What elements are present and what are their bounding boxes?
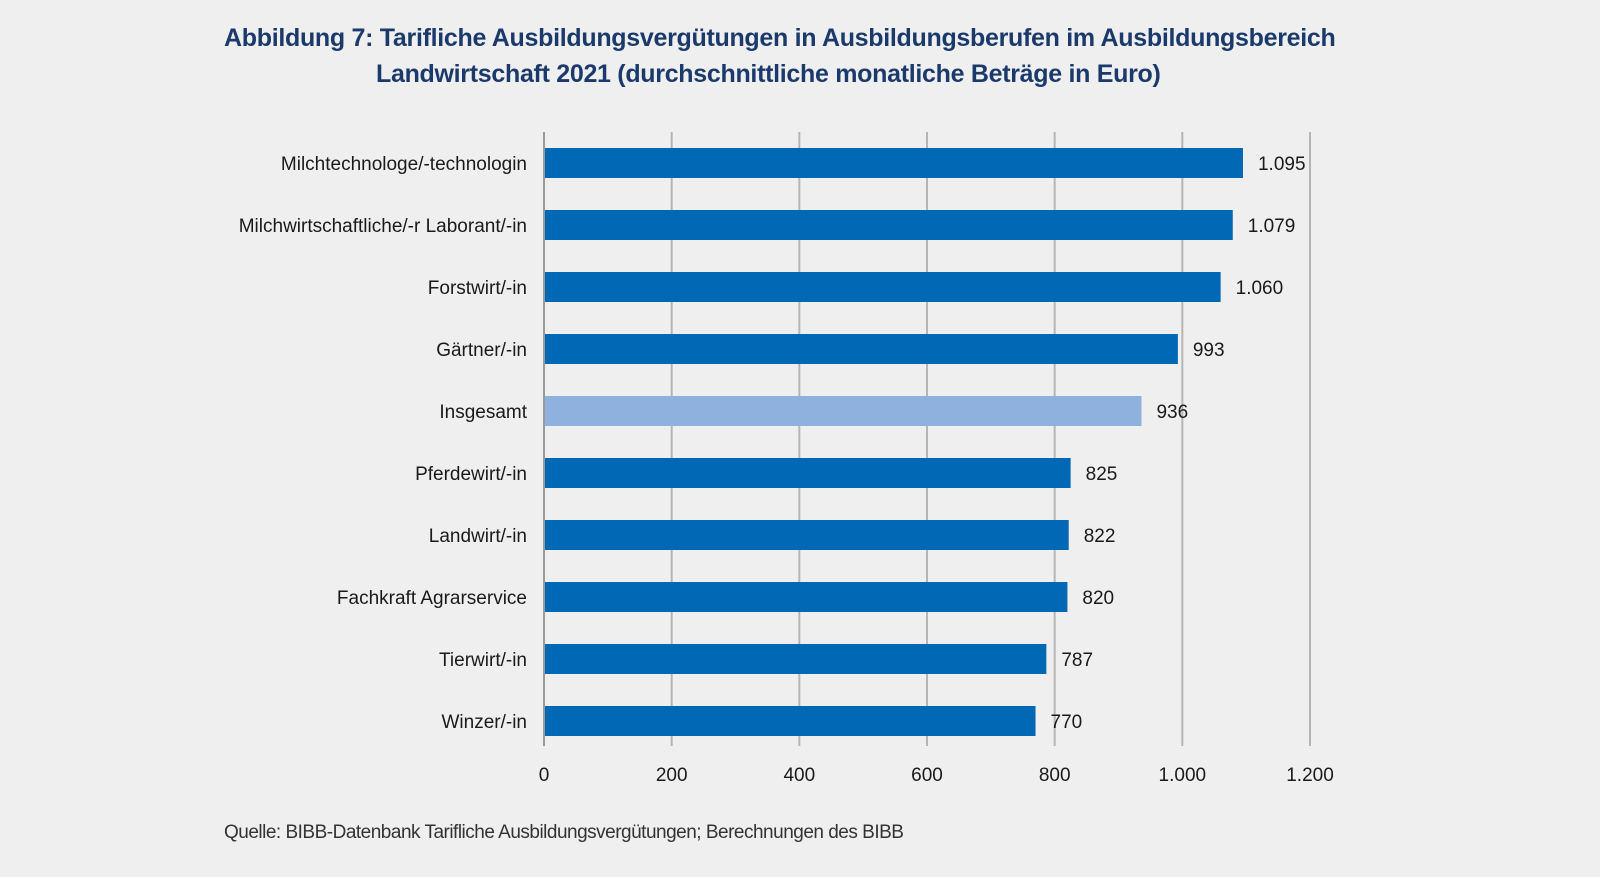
x-tick-label: 600 [911, 765, 943, 786]
value-label: 787 [1061, 650, 1093, 671]
category-label: Forstwirt/-in [428, 278, 527, 299]
category-label: Winzer/-in [441, 712, 527, 733]
category-label: Milchwirtschaftliche/-r Laborant/-in [239, 216, 527, 237]
x-tick-label: 1.000 [1159, 765, 1207, 786]
bar [545, 520, 1069, 550]
bar [545, 396, 1142, 426]
chart-title-line-2: Landwirtschaft 2021 (durchschnittliche m… [376, 60, 1161, 88]
value-label: 993 [1193, 340, 1225, 361]
bar [545, 706, 1036, 736]
category-label: Milchtechnologe/-technologin [281, 154, 527, 175]
value-label: 770 [1051, 712, 1083, 733]
value-label: 1.060 [1236, 278, 1284, 299]
x-tick-label: 400 [783, 765, 815, 786]
bar [545, 644, 1047, 674]
category-label: Pferdewirt/-in [415, 464, 527, 485]
category-label: Tierwirt/-in [439, 650, 527, 671]
category-label: Landwirt/-in [429, 526, 527, 547]
category-label: Insgesamt [439, 402, 527, 423]
x-tick-label: 0 [539, 765, 550, 786]
bar [545, 334, 1178, 364]
value-label: 820 [1082, 588, 1114, 609]
bar [545, 582, 1068, 612]
chart-title-line-1: Abbildung 7: Tarifliche Ausbildungsvergü… [224, 24, 1336, 52]
bar [545, 458, 1071, 488]
category-label: Fachkraft Agrarservice [337, 588, 527, 609]
category-label: Gärtner/-in [436, 340, 527, 361]
value-label: 822 [1084, 526, 1116, 547]
value-label: 936 [1156, 402, 1188, 423]
value-label: 1.079 [1248, 216, 1296, 237]
source-note: Quelle: BIBB-Datenbank Tarifliche Ausbil… [224, 822, 904, 843]
x-tick-label: 200 [656, 765, 688, 786]
bar [545, 210, 1233, 240]
value-label: 825 [1086, 464, 1118, 485]
bar [545, 148, 1243, 178]
value-label: 1.095 [1258, 154, 1306, 175]
bar [545, 272, 1221, 302]
x-tick-label: 1.200 [1286, 765, 1334, 786]
x-tick-label: 800 [1039, 765, 1071, 786]
